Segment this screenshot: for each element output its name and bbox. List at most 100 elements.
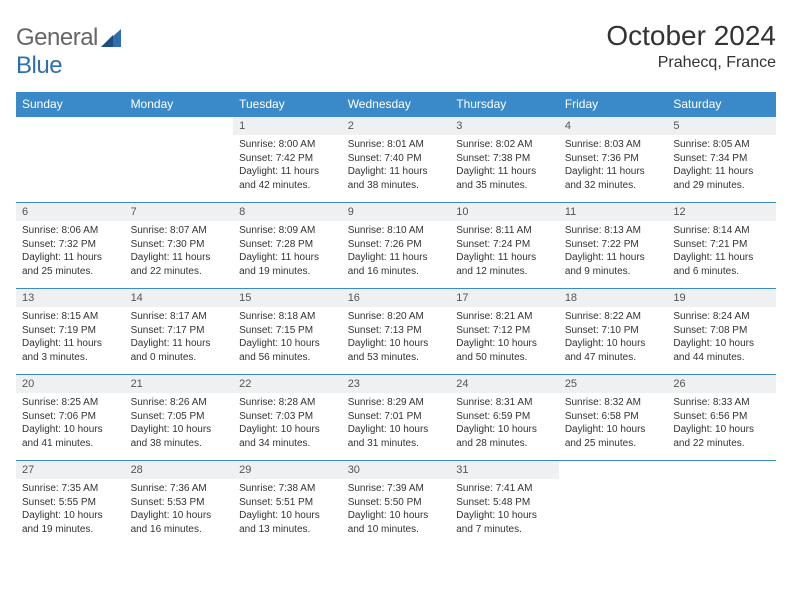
sunrise-text: Sunrise: 8:17 AM — [131, 311, 207, 322]
sunrise-text: Sunrise: 8:33 AM — [673, 397, 749, 408]
sunrise-text: Sunrise: 8:03 AM — [565, 139, 641, 150]
calendar-day-cell: 6Sunrise: 8:06 AMSunset: 7:32 PMDaylight… — [16, 203, 125, 289]
sunset-text: Sunset: 7:28 PM — [239, 239, 313, 250]
daylight-text: Daylight: 10 hours — [239, 510, 320, 521]
calendar-day-cell: 28Sunrise: 7:36 AMSunset: 5:53 PMDayligh… — [125, 461, 234, 547]
daylight-text: Daylight: 10 hours — [456, 338, 537, 349]
sunrise-text: Sunrise: 8:29 AM — [348, 397, 424, 408]
daylight-text: Daylight: 11 hours — [239, 166, 319, 177]
day-details: Sunrise: 8:28 AMSunset: 7:03 PMDaylight:… — [233, 393, 342, 454]
daylight-text: and 38 minutes. — [348, 180, 419, 191]
sunset-text: Sunset: 7:42 PM — [239, 153, 313, 164]
daylight-text: Daylight: 10 hours — [456, 510, 537, 521]
day-details: Sunrise: 8:10 AMSunset: 7:26 PMDaylight:… — [342, 221, 451, 282]
sunrise-text: Sunrise: 7:36 AM — [131, 483, 207, 494]
sunset-text: Sunset: 7:17 PM — [131, 325, 205, 336]
calendar-week-row: 13Sunrise: 8:15 AMSunset: 7:19 PMDayligh… — [16, 289, 776, 375]
sunset-text: Sunset: 7:10 PM — [565, 325, 639, 336]
daylight-text: and 16 minutes. — [348, 266, 419, 277]
calendar-day-cell: 4Sunrise: 8:03 AMSunset: 7:36 PMDaylight… — [559, 117, 668, 203]
sunset-text: Sunset: 7:32 PM — [22, 239, 96, 250]
calendar-day-cell: 19Sunrise: 8:24 AMSunset: 7:08 PMDayligh… — [667, 289, 776, 375]
daylight-text: and 25 minutes. — [565, 438, 636, 449]
daylight-text: and 29 minutes. — [673, 180, 744, 191]
sunrise-text: Sunrise: 7:35 AM — [22, 483, 98, 494]
sunrise-text: Sunrise: 8:14 AM — [673, 225, 749, 236]
sunrise-text: Sunrise: 8:11 AM — [456, 225, 531, 236]
day-number: 20 — [16, 375, 125, 393]
day-number: 1 — [233, 117, 342, 135]
calendar-day-cell — [125, 117, 234, 203]
sunset-text: Sunset: 7:06 PM — [22, 411, 96, 422]
sunset-text: Sunset: 7:01 PM — [348, 411, 422, 422]
day-number: 5 — [667, 117, 776, 135]
calendar-day-cell: 14Sunrise: 8:17 AMSunset: 7:17 PMDayligh… — [125, 289, 234, 375]
day-details: Sunrise: 7:41 AMSunset: 5:48 PMDaylight:… — [450, 479, 559, 540]
sunset-text: Sunset: 7:36 PM — [565, 153, 639, 164]
daylight-text: and 42 minutes. — [239, 180, 310, 191]
logo: General Blue — [16, 20, 123, 80]
day-number: 4 — [559, 117, 668, 135]
day-details: Sunrise: 8:20 AMSunset: 7:13 PMDaylight:… — [342, 307, 451, 368]
sunrise-text: Sunrise: 8:31 AM — [456, 397, 532, 408]
day-details: Sunrise: 8:14 AMSunset: 7:21 PMDaylight:… — [667, 221, 776, 282]
day-details: Sunrise: 8:00 AMSunset: 7:42 PMDaylight:… — [233, 135, 342, 196]
daylight-text: and 32 minutes. — [565, 180, 636, 191]
daylight-text: Daylight: 11 hours — [456, 166, 536, 177]
daylight-text: and 19 minutes. — [22, 524, 93, 535]
sunrise-text: Sunrise: 8:21 AM — [456, 311, 532, 322]
day-details: Sunrise: 8:02 AMSunset: 7:38 PMDaylight:… — [450, 135, 559, 196]
daylight-text: and 22 minutes. — [131, 266, 202, 277]
day-details: Sunrise: 8:32 AMSunset: 6:58 PMDaylight:… — [559, 393, 668, 454]
day-number: 21 — [125, 375, 234, 393]
sunset-text: Sunset: 7:15 PM — [239, 325, 313, 336]
daylight-text: and 25 minutes. — [22, 266, 93, 277]
calendar-day-cell: 15Sunrise: 8:18 AMSunset: 7:15 PMDayligh… — [233, 289, 342, 375]
daylight-text: Daylight: 10 hours — [456, 424, 537, 435]
day-number: 19 — [667, 289, 776, 307]
sunset-text: Sunset: 6:59 PM — [456, 411, 530, 422]
day-details: Sunrise: 7:35 AMSunset: 5:55 PMDaylight:… — [16, 479, 125, 540]
dayname: Monday — [125, 92, 234, 117]
calendar-day-cell — [16, 117, 125, 203]
sunrise-text: Sunrise: 8:01 AM — [348, 139, 424, 150]
sunset-text: Sunset: 7:22 PM — [565, 239, 639, 250]
calendar-day-cell: 24Sunrise: 8:31 AMSunset: 6:59 PMDayligh… — [450, 375, 559, 461]
sunrise-text: Sunrise: 8:28 AM — [239, 397, 315, 408]
sunset-text: Sunset: 7:05 PM — [131, 411, 205, 422]
daylight-text: and 47 minutes. — [565, 352, 636, 363]
day-number: 22 — [233, 375, 342, 393]
sunset-text: Sunset: 7:24 PM — [456, 239, 530, 250]
sunset-text: Sunset: 5:50 PM — [348, 497, 422, 508]
header: General Blue October 2024 Prahecq, Franc… — [16, 20, 776, 80]
day-details: Sunrise: 8:03 AMSunset: 7:36 PMDaylight:… — [559, 135, 668, 196]
daylight-text: and 10 minutes. — [348, 524, 419, 535]
daylight-text: Daylight: 11 hours — [22, 338, 102, 349]
day-number: 29 — [233, 461, 342, 479]
day-number: 17 — [450, 289, 559, 307]
day-details: Sunrise: 8:17 AMSunset: 7:17 PMDaylight:… — [125, 307, 234, 368]
sunrise-text: Sunrise: 8:26 AM — [131, 397, 207, 408]
dayname: Thursday — [450, 92, 559, 117]
daylight-text: Daylight: 11 hours — [565, 252, 645, 263]
daylight-text: and 31 minutes. — [348, 438, 419, 449]
day-number: 6 — [16, 203, 125, 221]
calendar-day-cell: 23Sunrise: 8:29 AMSunset: 7:01 PMDayligh… — [342, 375, 451, 461]
day-number: 2 — [342, 117, 451, 135]
day-number: 25 — [559, 375, 668, 393]
calendar-page: General Blue October 2024 Prahecq, Franc… — [0, 0, 792, 557]
location: Prahecq, France — [606, 54, 776, 72]
calendar-day-cell — [667, 461, 776, 547]
daylight-text: Daylight: 10 hours — [673, 424, 754, 435]
sunset-text: Sunset: 6:58 PM — [565, 411, 639, 422]
day-details: Sunrise: 8:07 AMSunset: 7:30 PMDaylight:… — [125, 221, 234, 282]
daylight-text: Daylight: 10 hours — [348, 338, 429, 349]
day-number: 31 — [450, 461, 559, 479]
daylight-text: Daylight: 10 hours — [239, 338, 320, 349]
sunset-text: Sunset: 7:38 PM — [456, 153, 530, 164]
calendar-day-cell: 16Sunrise: 8:20 AMSunset: 7:13 PMDayligh… — [342, 289, 451, 375]
logo-part1: General — [16, 24, 98, 51]
day-details: Sunrise: 8:29 AMSunset: 7:01 PMDaylight:… — [342, 393, 451, 454]
daylight-text: and 7 minutes. — [456, 524, 522, 535]
day-details: Sunrise: 8:01 AMSunset: 7:40 PMDaylight:… — [342, 135, 451, 196]
